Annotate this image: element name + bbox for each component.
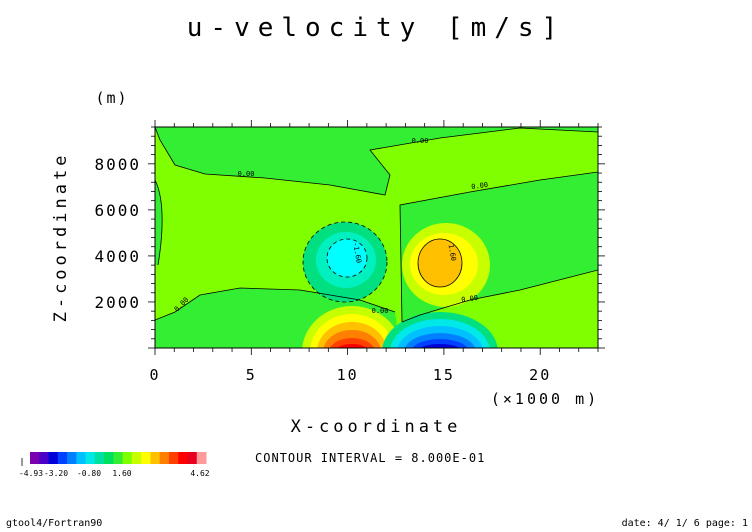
y-axis-label: Z-coordinate	[51, 152, 71, 323]
colorbar-swatch	[113, 452, 124, 464]
colorbar-swatch	[187, 452, 198, 464]
x-tick-label: 0	[149, 366, 160, 384]
colorbar-swatch	[48, 452, 59, 464]
x-tick-label: 20	[529, 366, 551, 384]
field-region-left-green	[155, 180, 163, 265]
footer-right: date: 4/ 1/ 6 page: 1	[622, 518, 748, 529]
colorbar-swatch	[168, 452, 179, 464]
colorbar-label: -4.93	[19, 469, 43, 478]
colorbar-label: 1.60	[112, 469, 131, 478]
colorbar-swatch	[178, 452, 188, 464]
contour-label: 0.00	[412, 137, 429, 145]
y-tick-label: 4000	[94, 247, 141, 266]
field-pos-surface-6	[340, 348, 364, 356]
contour-pos-mid	[417, 238, 463, 288]
contour-line-3	[155, 287, 396, 321]
x-tick-label: 15	[433, 366, 455, 384]
colorbar-swatch	[196, 452, 207, 464]
colorbar-swatch	[150, 452, 161, 464]
colorbar-swatch	[67, 452, 77, 464]
contour-interval-text: CONTOUR INTERVAL = 8.000E-01	[255, 451, 485, 465]
colorbar-swatch	[104, 452, 114, 464]
x-axis-unit: (×1000 m)	[491, 390, 599, 408]
x-axis-label: X-coordinate	[291, 417, 462, 437]
contour-line-0	[155, 127, 598, 196]
footer-left: gtool4/Fortran90	[6, 518, 102, 529]
colorbar-swatch	[76, 452, 87, 464]
contour-label: 0.00	[238, 170, 255, 178]
colorbar-label: 4.62	[190, 469, 209, 478]
y-tick-label: 8000	[94, 155, 141, 174]
colorbar-swatch	[159, 452, 170, 464]
contour-label: -1.60	[351, 242, 363, 264]
colorbar-label: -3.20	[44, 469, 68, 478]
colorbar-swatch	[39, 452, 50, 464]
y-tick-label: 6000	[94, 201, 141, 220]
contour-label: 0.00	[372, 307, 389, 315]
field-neg-mid-core	[327, 239, 367, 277]
axes-group: 0 5 10 15 20 2000 4000 6000 8000	[94, 120, 605, 384]
field-neg-surface-5	[420, 344, 460, 348]
colorbar-swatch	[131, 452, 142, 464]
colorbar-swatch	[30, 452, 40, 464]
colorbar-swatch	[141, 452, 151, 464]
colorbar-swatch	[57, 452, 68, 464]
contour-neg-mid	[302, 221, 388, 303]
field-pos-surface-5	[337, 344, 367, 348]
field-neg-surface-4	[412, 339, 468, 348]
contour-field: 0.000.000.000.000.000.00-1.60 1.60	[155, 127, 598, 356]
y-tick-label: 2000	[94, 293, 141, 312]
contour-label: 1.60	[447, 244, 458, 262]
field-pos-mid-core	[418, 239, 462, 287]
contour-line-4	[155, 179, 163, 266]
x-tick-label: 5	[246, 366, 257, 384]
colorbar-swatch	[94, 452, 105, 464]
field-pos-surface-4	[329, 338, 375, 348]
contour-label: 0.00	[461, 294, 479, 304]
colorbar-swatch	[85, 452, 96, 464]
field-neg-surface-6	[424, 348, 456, 356]
colorbar: -4.93 -3.20 -0.80 1.60 4.62	[19, 452, 210, 478]
colorbar-swatch	[122, 452, 133, 464]
colorbar-label: -0.80	[77, 469, 101, 478]
contour-neg-mid-inner	[326, 238, 368, 278]
contour-label: 0.00	[471, 181, 489, 191]
contour-line-2	[401, 269, 598, 323]
y-axis-unit: (m)	[95, 89, 128, 107]
x-tick-label: 10	[337, 366, 359, 384]
contour-line-1	[399, 171, 598, 323]
chart-title: u-velocity [m/s]	[187, 13, 565, 43]
